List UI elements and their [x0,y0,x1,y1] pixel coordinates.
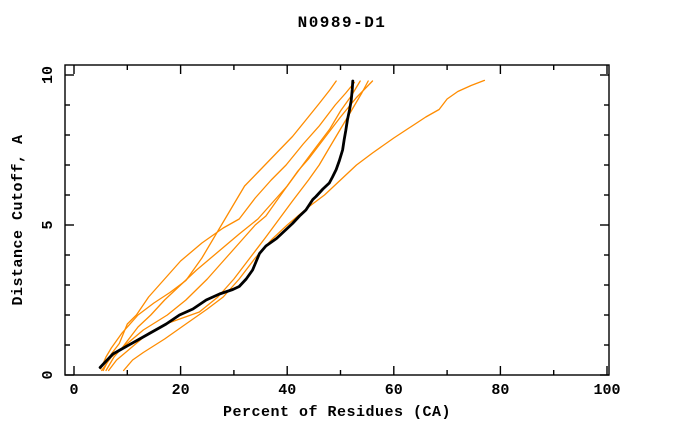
x-tick-label: 100 [593,382,620,399]
series-line-orange-5 [101,80,374,372]
y-tick-label: 5 [40,220,57,229]
series-line-black-main [98,79,355,369]
x-tick-label: 0 [69,382,78,399]
series-group [98,79,486,372]
x-tick-label: 40 [278,382,296,399]
series-line-orange-3 [105,80,361,372]
x-tick-label: 80 [491,382,509,399]
x-tick-label: 20 [172,382,190,399]
series-line-orange-2 [102,81,356,372]
x-tick-label: 60 [385,382,403,399]
x-axis-label: Percent of Residues (CA) [223,404,451,421]
plot-frame [64,64,610,376]
chart-title: N0989-D1 [298,14,387,32]
y-axis-label: Distance Cutoff, A [10,134,27,305]
y-tick-label: 0 [40,370,57,379]
series-line-orange-6-outlier [122,79,486,372]
tick-group: 0 20 40 60 80 100 0 5 10 [40,65,621,399]
y-tick-label: 10 [40,66,57,84]
